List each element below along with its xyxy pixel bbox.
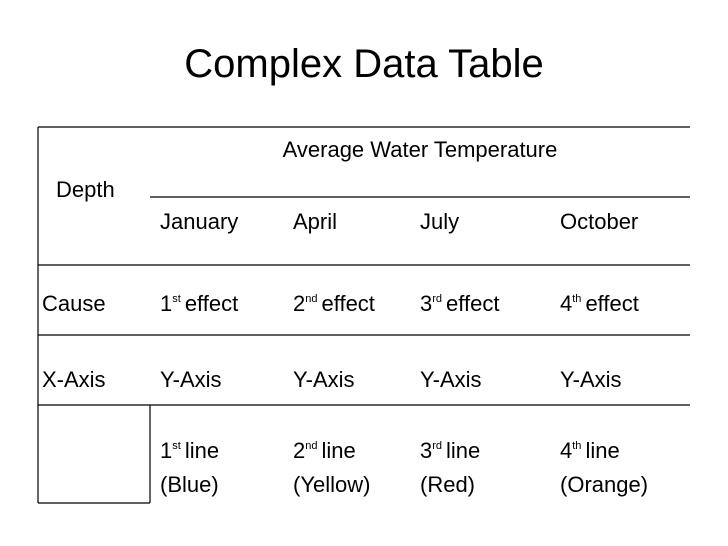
- cell-text: line: [585, 438, 620, 463]
- column-header: April: [293, 209, 338, 234]
- ordinal-number: 1: [160, 291, 173, 316]
- cell-text: line: [321, 438, 356, 463]
- table-cell: 3rd line (Red): [420, 434, 480, 502]
- row-label: Cause: [42, 291, 106, 316]
- cell-text: effect: [321, 291, 375, 316]
- column-header: July: [420, 209, 460, 234]
- cell-note: (Red): [420, 472, 476, 497]
- cell-text: effect: [585, 291, 639, 316]
- ordinal-number: 4: [560, 438, 573, 463]
- table-cell: 2nd effect: [293, 287, 375, 321]
- column-header: January: [160, 209, 239, 234]
- table-cell: Y-Axis: [420, 367, 482, 392]
- table-cell: 2nd line (Yellow): [293, 434, 370, 502]
- table-cell: Y-Axis: [560, 367, 622, 392]
- ordinal-suffix: rd: [432, 293, 443, 305]
- ordinal-number: 3: [420, 438, 433, 463]
- group-header: Average Water Temperature: [282, 137, 558, 162]
- table-cell: Y-Axis: [160, 367, 222, 392]
- table-cell: 1st effect: [160, 287, 238, 321]
- cell-text: line: [184, 438, 220, 463]
- ordinal-number: 2: [293, 438, 306, 463]
- ordinal-suffix: nd: [305, 440, 318, 452]
- ordinal-number: 2: [293, 291, 306, 316]
- ordinal-number: 3: [420, 291, 433, 316]
- cell-text: line: [446, 438, 481, 463]
- cell-text: effect: [184, 291, 239, 316]
- table-cell: Y-Axis: [293, 367, 355, 392]
- cell-note: (Yellow): [293, 472, 371, 497]
- ordinal-suffix: st: [172, 293, 181, 305]
- ordinal-suffix: nd: [305, 293, 318, 305]
- cell-text: effect: [446, 291, 500, 316]
- ordinal-number: 1: [160, 438, 173, 463]
- cell-note: (Orange): [560, 472, 649, 497]
- table-cell: 4th line (Orange): [560, 434, 648, 502]
- ordinal-suffix: th: [572, 440, 582, 452]
- ordinal-number: 4: [560, 291, 573, 316]
- cell-note: (Blue): [160, 472, 219, 497]
- column-header: October: [560, 209, 639, 234]
- table-cell: 3rd effect: [420, 287, 499, 321]
- table-cell: 1st line (Blue): [160, 434, 219, 502]
- table-cell: 4th effect: [560, 287, 639, 321]
- ordinal-suffix: st: [172, 440, 181, 452]
- ordinal-suffix: th: [572, 293, 582, 305]
- ordinal-suffix: rd: [432, 440, 443, 452]
- row-header: Depth: [56, 177, 115, 202]
- slide-title: Complex Data Table: [184, 42, 544, 86]
- row-label: X-Axis: [42, 367, 106, 392]
